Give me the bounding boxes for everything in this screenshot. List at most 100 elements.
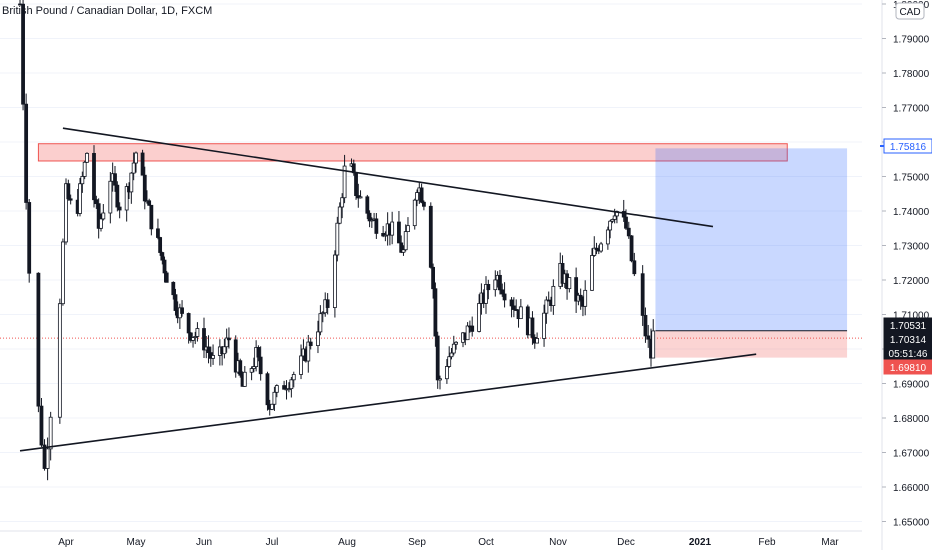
candle-body <box>142 174 147 202</box>
candle-body <box>160 252 165 261</box>
candle-body <box>256 347 261 358</box>
price-label-text: 1.69810 <box>890 363 927 374</box>
candle-body <box>21 3 25 105</box>
resistance-zone-box[interactable] <box>37 143 788 162</box>
candle-body <box>428 205 433 268</box>
candle-body <box>149 204 154 230</box>
candle-body <box>390 221 395 236</box>
price-tick-label: 1.74000 <box>893 207 930 218</box>
long-position-tool[interactable] <box>0 148 862 358</box>
currency-badge[interactable]: CAD <box>895 2 925 20</box>
candle-body <box>233 339 238 373</box>
candles <box>18 0 656 481</box>
stop-loss-zone[interactable] <box>655 330 848 358</box>
price-tick-label: 1.75000 <box>893 173 930 184</box>
price-tick-label: 1.71000 <box>893 311 930 322</box>
candle-body <box>337 206 342 224</box>
candle-body <box>590 255 594 291</box>
candle-body <box>583 289 588 307</box>
candle-body <box>140 152 145 176</box>
candle-body <box>608 220 613 231</box>
price-axis[interactable]: 1.650001.660001.670001.680001.690001.700… <box>881 0 930 550</box>
candle-body <box>599 243 603 252</box>
trendlines[interactable] <box>19 127 757 452</box>
candle-body <box>308 341 313 346</box>
candle-body <box>610 219 615 222</box>
candle-body <box>354 172 358 197</box>
candle-body <box>406 225 410 233</box>
candle-body <box>249 368 254 373</box>
candle-body <box>544 299 549 314</box>
candle-body <box>306 341 311 362</box>
time-tick-label: Mar <box>821 537 839 548</box>
candle-body <box>61 241 65 305</box>
candle-body <box>99 218 103 229</box>
candle-body <box>131 162 136 174</box>
currency-badge-box[interactable] <box>895 2 925 20</box>
candle-body <box>289 379 294 390</box>
candle-body <box>560 263 565 284</box>
candle-body <box>365 196 370 214</box>
time-tick-label: Apr <box>58 537 74 548</box>
candle-body <box>195 328 200 337</box>
candle-body <box>242 371 247 387</box>
trendline-lower[interactable] <box>19 353 757 452</box>
chart-title: British Pound / Canadian Dollar, 1D, FXC… <box>2 5 213 17</box>
candle-body <box>454 341 459 345</box>
price-tick-label: 1.68000 <box>893 414 930 425</box>
candle-body <box>629 235 634 262</box>
candle-body <box>272 391 277 405</box>
candle-body <box>431 266 436 290</box>
candle-body <box>186 313 191 334</box>
candle-body <box>173 294 178 311</box>
profit-zone[interactable] <box>655 148 848 331</box>
candle-body <box>605 229 610 245</box>
candle-body <box>335 222 340 256</box>
candle-body <box>238 360 243 376</box>
candle-body <box>101 212 106 220</box>
candle-body <box>129 172 134 193</box>
candle-body <box>369 219 374 222</box>
candle-body <box>191 337 195 341</box>
candle-body <box>94 199 99 205</box>
candle-body <box>333 254 337 308</box>
candle-body <box>291 374 296 381</box>
candle-body <box>444 366 449 380</box>
price-label-text: 1.70314 <box>890 335 927 346</box>
candle-body <box>551 285 556 306</box>
candle-body <box>646 335 651 340</box>
candle-body <box>36 272 41 407</box>
candle-body <box>500 289 505 295</box>
candle-body <box>421 201 426 207</box>
candle-body <box>502 293 507 301</box>
candle-body <box>626 227 631 237</box>
candle-body <box>632 260 637 275</box>
candle-body <box>78 183 82 214</box>
candle-body <box>27 202 32 274</box>
candle-body <box>435 335 440 381</box>
price-tick-label: 1.77000 <box>893 104 930 115</box>
candle-body <box>412 199 417 227</box>
candle-body <box>124 186 129 211</box>
trendline-upper[interactable] <box>62 127 714 228</box>
candle-body <box>486 284 491 291</box>
time-tick-label: Oct <box>478 537 494 548</box>
time-axis[interactable]: Apr May Jun Jul Aug Sep Oct Nov Dec 2021 Feb Mar <box>0 530 862 548</box>
candle-body <box>511 305 516 310</box>
candle-body <box>171 281 176 296</box>
price-tick-label: 1.66000 <box>893 483 930 494</box>
candle-body <box>542 312 546 339</box>
candle-body <box>117 206 122 211</box>
candle-body <box>342 165 347 199</box>
candle-body <box>465 325 470 341</box>
price-label: 1.70314 <box>883 331 932 347</box>
candle-body <box>578 294 583 301</box>
candle-body <box>374 218 379 234</box>
resistance-zone[interactable] <box>37 143 788 162</box>
price-label: 1.70531 <box>883 317 932 333</box>
currency-badge-label: CAD <box>899 7 920 18</box>
candle-body <box>340 197 345 208</box>
candle-body <box>206 346 211 354</box>
price-label-box <box>883 359 932 375</box>
